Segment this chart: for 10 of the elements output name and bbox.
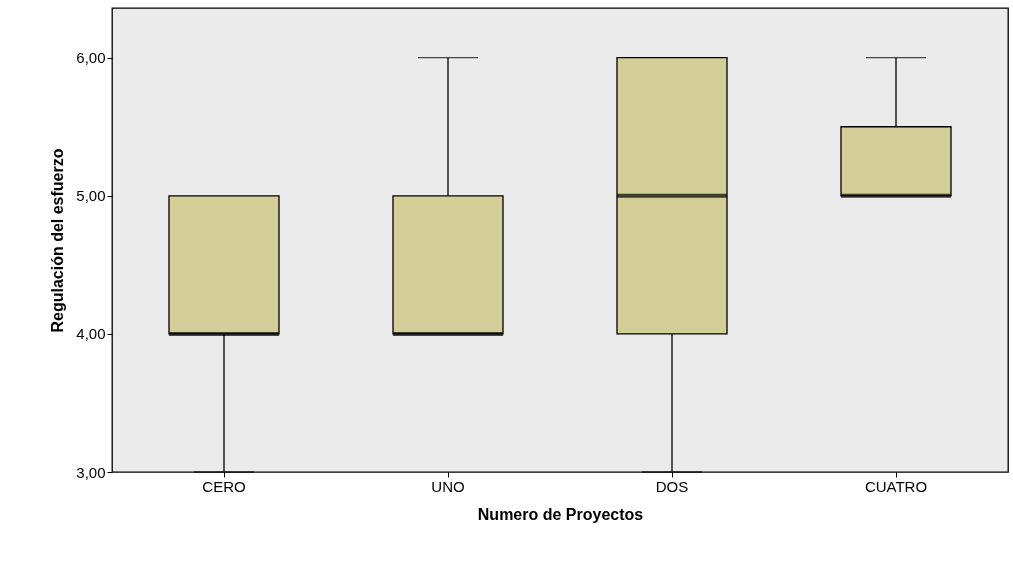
y-tick-label: 6,00: [76, 49, 106, 67]
x-tick-label: DOS: [655, 477, 689, 495]
x-axis-title: Numero de Proyectos: [477, 505, 644, 523]
x-tick-label: CUATRO: [864, 477, 928, 495]
y-tick-label: 5,00: [76, 187, 106, 205]
x-tick-label: CERO: [202, 477, 246, 495]
x-tick-label: UNO: [431, 477, 465, 495]
y-tick-label: 3,00: [76, 463, 106, 481]
y-axis-title: Regulación del esfuerzo: [49, 148, 67, 333]
y-tick-label: 4,00: [76, 325, 106, 343]
